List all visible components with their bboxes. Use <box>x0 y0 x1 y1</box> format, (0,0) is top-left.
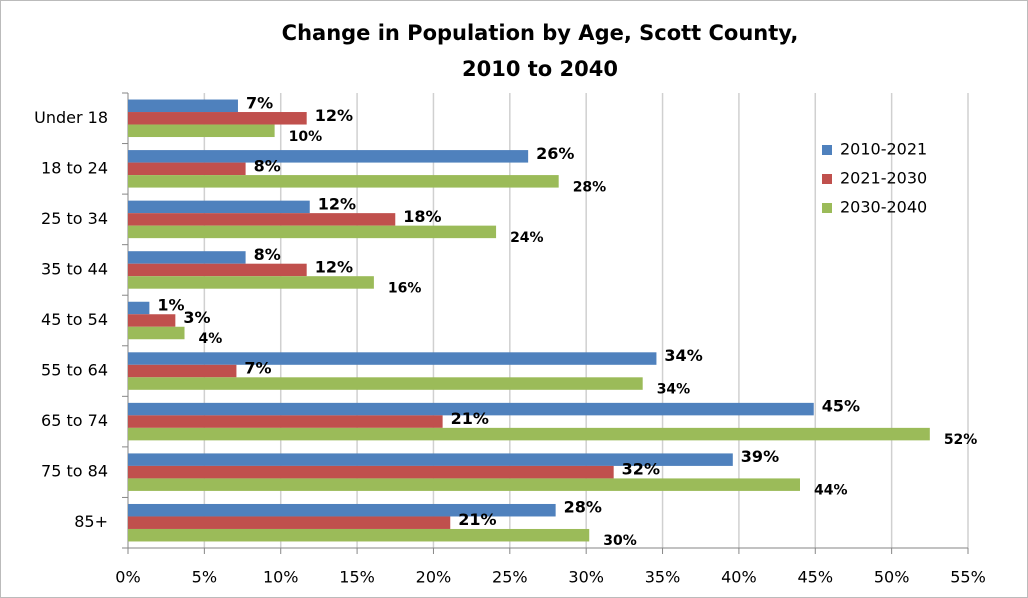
data-label: 12% <box>315 257 353 276</box>
bar <box>128 516 451 529</box>
data-label: 32% <box>622 460 660 479</box>
data-label: 7% <box>244 359 271 378</box>
bar <box>128 402 814 416</box>
data-label: 28% <box>564 498 602 517</box>
data-label: 1% <box>157 296 184 315</box>
data-label: 3% <box>183 308 210 327</box>
legend-label: 2030-2040 <box>840 198 927 217</box>
data-label: 39% <box>741 447 779 466</box>
chart-title: 2010 to 2040 <box>462 57 618 81</box>
data-label: 16% <box>388 280 422 296</box>
bar <box>128 326 185 340</box>
y-tick-label: Under 18 <box>34 108 108 127</box>
y-tick-label: 25 to 34 <box>41 209 108 228</box>
data-label: 7% <box>246 93 273 112</box>
data-label: 28% <box>573 179 607 195</box>
bar <box>128 276 374 289</box>
x-tick-label: 0% <box>115 568 140 587</box>
bar <box>128 415 443 428</box>
bar <box>128 352 657 365</box>
y-tick-label: 35 to 44 <box>41 259 108 278</box>
bar <box>128 124 275 138</box>
legend-swatch <box>822 174 832 184</box>
x-tick-label: 35% <box>645 568 681 587</box>
data-label: 12% <box>315 106 353 125</box>
bar <box>128 99 238 113</box>
bar <box>128 162 246 176</box>
data-label: 30% <box>603 533 637 549</box>
bar <box>128 301 150 315</box>
legend-label: 2010-2021 <box>840 140 927 159</box>
x-tick-label: 30% <box>568 568 604 587</box>
y-tick-label: 45 to 54 <box>41 310 108 329</box>
y-tick-label: 55 to 64 <box>41 361 108 380</box>
data-label: 21% <box>451 409 489 428</box>
data-label: 18% <box>403 207 441 226</box>
bar <box>128 225 497 239</box>
bar <box>128 478 800 491</box>
bar <box>128 427 930 441</box>
x-tick-label: 20% <box>416 568 452 587</box>
x-tick-label: 15% <box>339 568 375 587</box>
bar <box>128 200 310 214</box>
bar <box>128 377 643 390</box>
bar <box>128 528 590 542</box>
x-tick-label: 55% <box>950 568 986 587</box>
bar <box>128 314 176 327</box>
data-label: 8% <box>254 156 281 175</box>
x-tick-label: 5% <box>192 568 217 587</box>
bar <box>128 263 307 277</box>
x-tick-label: 40% <box>721 568 757 587</box>
bar <box>128 503 556 517</box>
bar <box>128 150 529 163</box>
bar <box>128 112 307 125</box>
bar <box>128 453 733 466</box>
data-label: 4% <box>199 331 223 347</box>
data-label: 24% <box>510 230 544 246</box>
chart-title: Change in Population by Age, Scott Count… <box>282 21 799 45</box>
y-tick-label: 75 to 84 <box>41 462 108 481</box>
data-label: 44% <box>814 483 848 499</box>
data-label: 12% <box>318 194 356 213</box>
data-label: 8% <box>254 245 281 264</box>
y-tick-label: 18 to 24 <box>41 158 108 177</box>
bar <box>128 465 614 479</box>
legend-label: 2021-2030 <box>840 169 927 188</box>
y-tick-label: 85+ <box>74 512 108 531</box>
bar <box>128 364 237 378</box>
data-label: 21% <box>458 510 496 529</box>
data-label: 34% <box>657 382 691 398</box>
x-tick-label: 45% <box>797 568 833 587</box>
data-label: 52% <box>944 432 978 448</box>
x-tick-label: 25% <box>492 568 528 587</box>
bar <box>128 175 559 188</box>
bar <box>128 251 246 264</box>
legend-swatch <box>822 145 832 155</box>
bar <box>128 213 396 226</box>
x-tick-label: 50% <box>874 568 910 587</box>
y-tick-label: 65 to 74 <box>41 411 108 430</box>
data-label: 10% <box>289 129 323 145</box>
legend-swatch <box>822 203 832 213</box>
data-label: 45% <box>822 397 860 416</box>
x-tick-label: 10% <box>263 568 299 587</box>
data-label: 26% <box>536 144 574 163</box>
data-label: 34% <box>664 346 702 365</box>
